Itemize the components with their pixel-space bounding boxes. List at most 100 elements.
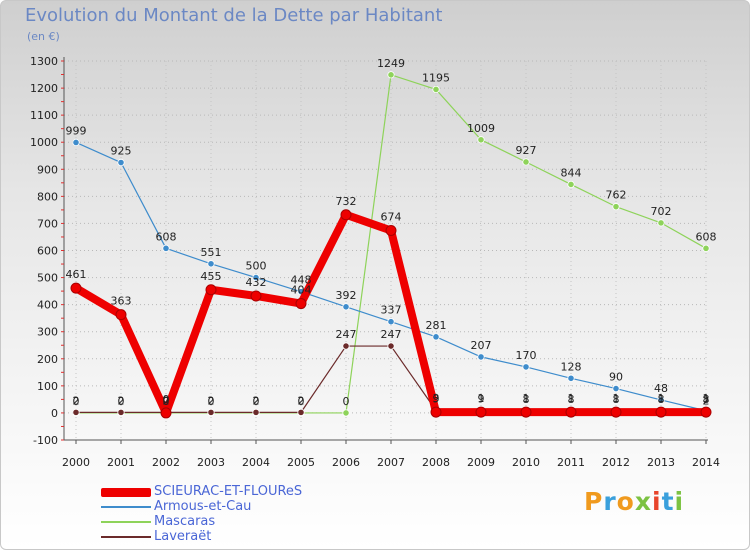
x-tick-label: 2011 xyxy=(557,456,585,469)
data-label: 0 xyxy=(73,395,80,408)
legend-swatch xyxy=(101,521,151,523)
x-tick-label: 2006 xyxy=(332,456,360,469)
data-label: 2 xyxy=(118,394,125,407)
y-tick-label: -100 xyxy=(33,434,58,447)
data-point xyxy=(387,342,395,350)
chart-subtitle: (en €) xyxy=(27,30,60,43)
data-label: 448 xyxy=(291,274,312,287)
data-label: 2 xyxy=(253,394,260,407)
data-point xyxy=(160,407,172,419)
x-tick-label: 2003 xyxy=(197,456,225,469)
data-point xyxy=(385,224,397,236)
x-tick-label: 2012 xyxy=(602,456,630,469)
legend-label: Laveraët xyxy=(154,529,212,544)
data-point xyxy=(522,363,530,371)
data-label: 128 xyxy=(561,360,582,373)
data-label: 732 xyxy=(336,195,357,208)
data-point xyxy=(477,136,485,144)
data-label: 0 xyxy=(163,393,170,406)
data-label: 392 xyxy=(336,289,357,302)
logo-letter: o xyxy=(616,487,635,516)
data-label: 702 xyxy=(651,205,672,218)
data-label: 674 xyxy=(381,210,402,223)
data-label: 0 xyxy=(253,395,260,408)
y-tick-label: 900 xyxy=(37,163,58,176)
data-label: 3 xyxy=(433,392,440,405)
data-label: 0 xyxy=(298,395,305,408)
data-label: 2 xyxy=(163,394,170,407)
data-point xyxy=(612,384,620,393)
data-label: 8 xyxy=(523,393,530,406)
data-point xyxy=(522,158,530,166)
data-label: 999 xyxy=(66,124,87,137)
data-label: 9 xyxy=(478,392,485,405)
data-label: 500 xyxy=(246,260,267,273)
data-label: 8 xyxy=(568,393,575,406)
data-point xyxy=(477,353,485,361)
data-point xyxy=(657,396,665,404)
data-label: 927 xyxy=(516,144,537,157)
data-point xyxy=(387,71,395,79)
x-tick-label: 2009 xyxy=(467,456,495,469)
logo-letter: i xyxy=(652,487,662,516)
data-point xyxy=(250,290,262,302)
data-label: 0 xyxy=(343,395,350,408)
x-tick-label: 2004 xyxy=(242,456,270,469)
x-tick-label: 2013 xyxy=(647,456,675,469)
data-label: 1 xyxy=(613,392,620,405)
legend-label: SCIEURAC-ET-FLOUReS xyxy=(154,484,303,499)
logo-letter: r xyxy=(603,487,617,516)
legend-label: Mascaras xyxy=(154,514,216,529)
data-point xyxy=(117,408,125,416)
data-point xyxy=(117,158,125,167)
data-label: 1 xyxy=(703,392,710,405)
data-point xyxy=(387,318,395,326)
data-label: 0 xyxy=(208,395,215,408)
x-tick-label: 2001 xyxy=(107,456,135,469)
proxiti-logo: Proxiti xyxy=(584,487,684,516)
data-label: 8 xyxy=(703,393,710,406)
x-tick-label: 2005 xyxy=(287,456,315,469)
y-tick-label: 1300 xyxy=(30,55,58,68)
data-point xyxy=(115,309,127,321)
data-point xyxy=(207,260,215,268)
data-label: 337 xyxy=(381,304,402,317)
y-tick-label: 100 xyxy=(37,380,58,393)
data-label: 281 xyxy=(426,319,447,332)
legend-swatch xyxy=(101,487,151,497)
x-tick-label: 2000 xyxy=(62,456,90,469)
data-label: 247 xyxy=(381,328,402,341)
data-point xyxy=(655,406,667,418)
legend-label: Armous-et-Cau xyxy=(154,499,252,514)
data-point xyxy=(252,408,260,416)
data-label: 762 xyxy=(606,189,627,202)
logo-letter: P xyxy=(584,487,604,516)
data-point xyxy=(207,408,215,416)
axes: 1300120011001000900800700600500400300200… xyxy=(30,55,720,469)
data-label: 1249 xyxy=(377,57,405,70)
data-label: 363 xyxy=(111,295,132,308)
data-point xyxy=(432,333,440,341)
data-label: 1 xyxy=(658,392,665,405)
data-point xyxy=(297,408,305,416)
data-point xyxy=(700,406,712,418)
data-point xyxy=(162,244,170,252)
data-labels: 461 363 0 455 432 404 732 674 3 1 1 1 1 1 1 999 925 608 55… xyxy=(66,57,717,408)
data-label: 1 xyxy=(568,392,575,405)
data-point xyxy=(340,209,352,221)
data-label: 455 xyxy=(201,270,222,283)
data-point xyxy=(567,374,575,382)
data-label: 2 xyxy=(73,394,80,407)
data-label: 1009 xyxy=(467,122,495,135)
data-label: 2 xyxy=(703,394,710,407)
data-point xyxy=(610,406,622,418)
y-tick-label: 800 xyxy=(37,190,58,203)
data-point xyxy=(205,284,217,296)
data-label: 1 xyxy=(523,392,530,405)
data-point xyxy=(567,180,575,189)
data-label: 48 xyxy=(654,382,668,395)
x-tick-label: 2010 xyxy=(512,456,540,469)
y-tick-label: 700 xyxy=(37,217,58,230)
data-label: 404 xyxy=(291,284,312,297)
